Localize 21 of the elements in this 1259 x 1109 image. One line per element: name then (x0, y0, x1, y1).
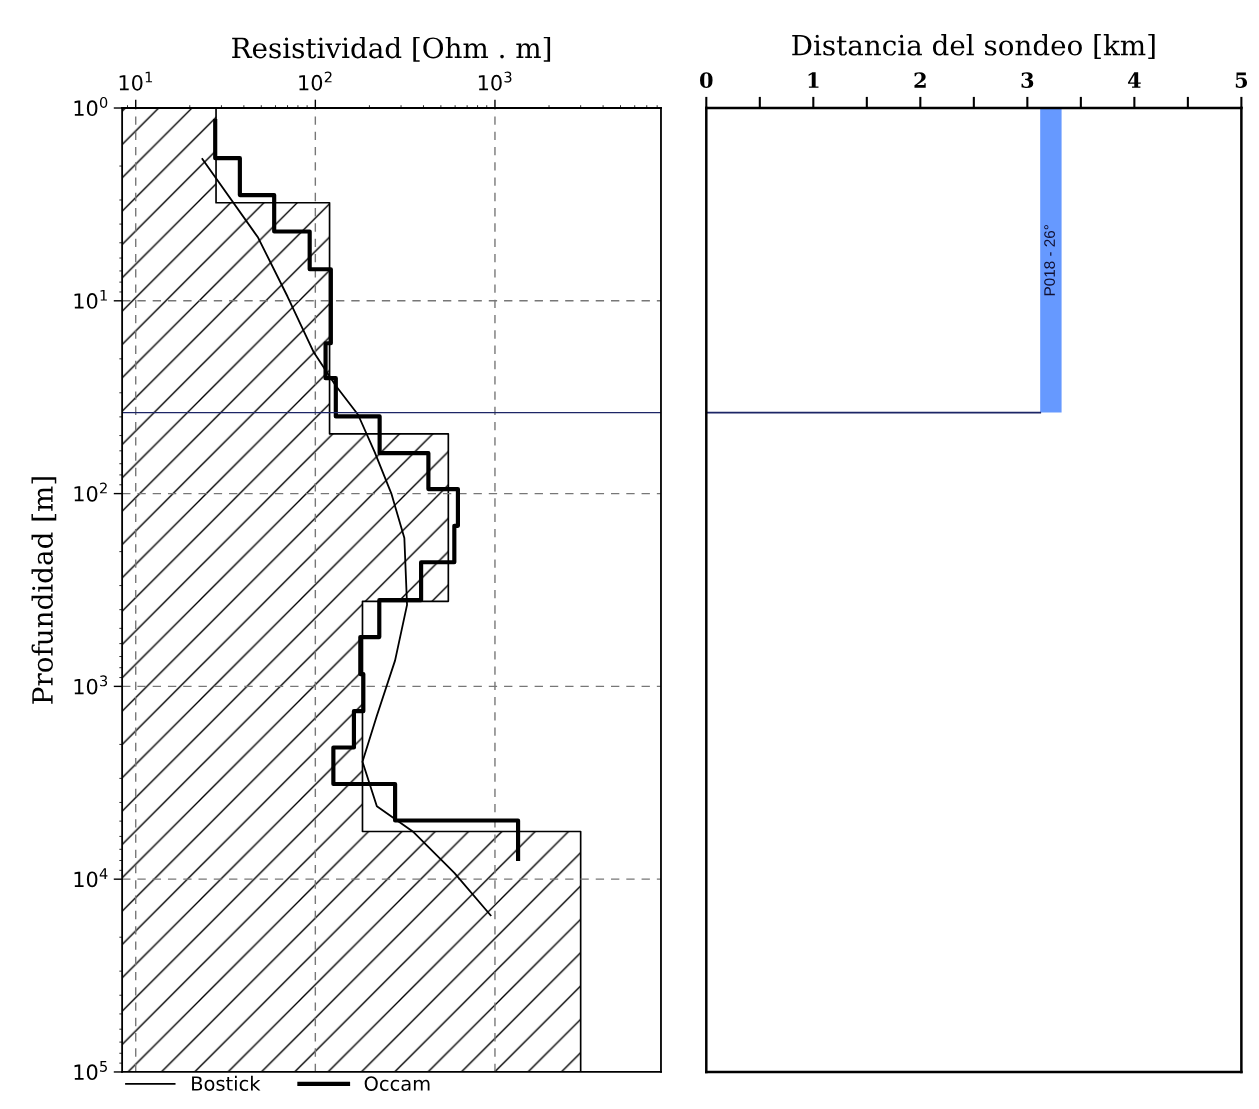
y-tick-label: 10$^{5}$ (74, 1061, 107, 1081)
y-tick-label: 10$^{0}$ (74, 96, 108, 117)
y-tick-label: 10$^{4}$ (74, 868, 108, 888)
x-tick-label: 0 (700, 72, 713, 89)
legend-label: Occam (364, 1076, 430, 1091)
x-tick-label: 4 (1127, 72, 1141, 88)
x-axis-title: Resistividad [Ohm . m] (232, 36, 551, 62)
y-tick-label: 10$^{1}$ (74, 289, 107, 309)
y-tick-label: 10$^{3}$ (74, 675, 108, 695)
y-tick-label: 10$^{2}$ (74, 482, 107, 502)
data-label: P018 - 26° (1044, 225, 1055, 296)
x-tick-label: 1 (808, 72, 819, 88)
x-tick-label: 5 (1235, 72, 1248, 89)
legend-label: Bostick (192, 1075, 261, 1091)
x-tick-label: 10$^{1}$ (119, 71, 153, 91)
y-axis-title: Profundidad [m] (31, 477, 57, 704)
x-tick-label: 10$^{2}$ (299, 71, 332, 91)
x-tick-label: 10$^{3}$ (478, 71, 512, 91)
x-tick-label: 3 (1021, 72, 1034, 89)
x-tick-label: 2 (914, 72, 926, 88)
x-axis-title: Distancia del sondeo [km] (792, 34, 1155, 59)
